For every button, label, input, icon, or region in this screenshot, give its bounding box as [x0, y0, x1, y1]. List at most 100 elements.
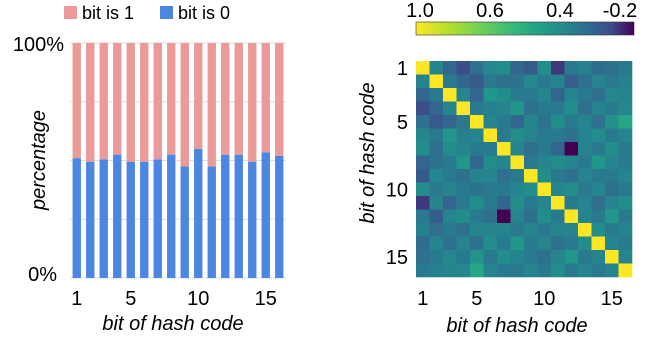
heatmap-cell: [510, 169, 525, 183]
x-tick-label: 1: [71, 288, 82, 310]
bar-y-axis-label: percentage: [28, 110, 50, 211]
heatmap-cell: [564, 196, 579, 210]
heatmap-cell: [483, 209, 498, 224]
x-tick-label: 15: [255, 288, 277, 310]
heatmap-cell: [605, 263, 619, 278]
heatmap-cell: [416, 250, 430, 264]
heatmap-cell: [429, 61, 444, 75]
heatmap-cell: [416, 101, 430, 116]
heatmap-cell: [429, 74, 444, 89]
heatmap-cell: [510, 101, 525, 116]
heatmap-cell: [443, 182, 457, 197]
heatmap-cell: [605, 250, 619, 264]
heatmap-x-tick: 15: [601, 288, 623, 310]
heatmap-cell: [578, 61, 592, 75]
heatmap-cell: [497, 250, 511, 264]
legend-label-bit-is-0: bit is 0: [178, 3, 230, 23]
heatmap-cell: [416, 196, 430, 210]
heatmap-cell: [429, 142, 444, 156]
heatmap-cell: [591, 74, 606, 89]
heatmap-cell: [578, 182, 592, 197]
bar-bit-is-1: [234, 43, 243, 155]
heatmap-cell: [564, 74, 579, 89]
heatmap-cell: [456, 169, 471, 183]
heatmap-cell: [497, 263, 511, 278]
heatmap-cell: [605, 169, 619, 183]
heatmap-cell: [483, 61, 498, 75]
heatmap-cell: [443, 88, 457, 102]
heatmap-cell: [591, 155, 606, 170]
heatmap-cell: [483, 169, 498, 183]
heatmap-cell: [429, 169, 444, 183]
heatmap-cell: [551, 236, 565, 251]
heatmap-cell: [416, 142, 430, 156]
heatmap-cell: [456, 236, 471, 251]
heatmap-cell: [470, 223, 484, 237]
heatmap-cell: [524, 250, 538, 264]
heatmap-cell: [443, 128, 457, 143]
heatmap-cell: [618, 142, 633, 156]
heatmap-cell: [497, 196, 511, 210]
heatmap-cell: [456, 250, 471, 264]
heatmap-cell: [470, 155, 484, 170]
heatmap-cell: [618, 101, 633, 116]
heatmap-cell: [470, 142, 484, 156]
heatmap-cell: [537, 263, 552, 278]
heatmap-cells: [416, 61, 633, 278]
heatmap-cell: [470, 88, 484, 102]
heatmap-cell: [524, 142, 538, 156]
heatmap-cell: [429, 263, 444, 278]
heatmap-cell: [443, 236, 457, 251]
heatmap-cell: [456, 263, 471, 278]
heatmap-cell: [443, 142, 457, 156]
heatmap-cell: [578, 223, 592, 237]
heatmap-cell: [551, 263, 565, 278]
heatmap-cell: [605, 209, 619, 224]
heatmap-cell: [591, 250, 606, 264]
heatmap-cell: [510, 209, 525, 224]
heatmap-cell: [456, 61, 471, 75]
bar-x-axis-label: bit of hash code: [102, 313, 243, 335]
heatmap-x-ticks: 1 5 10 15: [417, 288, 623, 310]
heatmap-cell: [416, 155, 430, 170]
legend-swatch-bit-is-0: [160, 6, 173, 19]
heatmap-cell: [618, 196, 633, 210]
bar-bit-is-1: [261, 43, 270, 153]
heatmap-cell: [497, 223, 511, 237]
heatmap-cell: [551, 115, 565, 129]
heatmap-cell: [551, 196, 565, 210]
heatmap-cell: [443, 209, 457, 224]
heatmap-cell: [497, 155, 511, 170]
heatmap-cell: [524, 101, 538, 116]
heatmap-y-axis-label: bit of hash code: [357, 82, 379, 223]
heatmap-cell: [429, 115, 444, 129]
heatmap-cell: [470, 263, 484, 278]
heatmap-cell: [618, 223, 633, 237]
heatmap-cell: [524, 196, 538, 210]
heatmap-cell: [497, 115, 511, 129]
heatmap-cell: [456, 115, 471, 129]
bar-bit-is-1: [99, 43, 108, 160]
bar-bit-is-1: [86, 43, 95, 162]
heatmap-cell: [551, 142, 565, 156]
heatmap-cell: [497, 142, 511, 156]
heatmap-cell: [416, 115, 430, 129]
heatmap-cell: [618, 61, 633, 75]
heatmap-cell: [564, 155, 579, 170]
heatmap-cell: [497, 74, 511, 89]
colorbar: [415, 21, 635, 36]
heatmap-cell: [618, 169, 633, 183]
heatmap-cell: [605, 223, 619, 237]
heatmap-cell: [618, 115, 633, 129]
heatmap-cell: [456, 223, 471, 237]
heatmap-cell: [618, 128, 633, 143]
heatmap-cell: [429, 128, 444, 143]
heatmap-cell: [470, 209, 484, 224]
heatmap-cell: [510, 88, 525, 102]
heatmap-cell: [564, 61, 579, 75]
heatmap-cell: [416, 169, 430, 183]
heatmap-cell: [524, 169, 538, 183]
heatmap-cell: [537, 115, 552, 129]
bar-bit-is-0: [72, 158, 81, 278]
